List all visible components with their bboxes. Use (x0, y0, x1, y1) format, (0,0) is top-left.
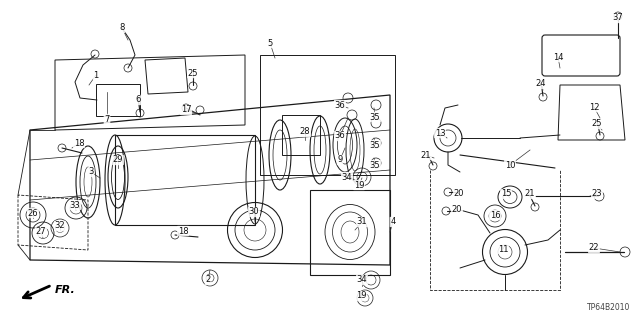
Text: 16: 16 (490, 211, 500, 219)
Text: 22: 22 (589, 243, 599, 253)
Text: 34: 34 (342, 173, 352, 182)
Text: 15: 15 (500, 189, 511, 198)
Text: 25: 25 (592, 120, 602, 129)
Text: 23: 23 (592, 189, 602, 198)
Text: 5: 5 (268, 39, 273, 48)
Text: 20: 20 (452, 205, 462, 214)
Text: 36: 36 (335, 100, 346, 109)
Text: 14: 14 (553, 53, 563, 62)
Text: 10: 10 (505, 160, 515, 169)
Text: 24: 24 (536, 79, 547, 88)
Text: 20: 20 (454, 189, 464, 197)
Text: 21: 21 (420, 151, 431, 160)
Text: TP64B2010: TP64B2010 (587, 303, 630, 312)
Text: 11: 11 (498, 244, 508, 254)
Text: 36: 36 (335, 131, 346, 140)
Text: 33: 33 (70, 201, 81, 210)
Text: FR.: FR. (55, 285, 76, 295)
Text: 29: 29 (113, 155, 124, 165)
Text: 1: 1 (93, 70, 99, 79)
Text: 12: 12 (589, 102, 599, 112)
Text: 35: 35 (370, 140, 380, 150)
Text: 18: 18 (178, 226, 188, 235)
Text: 37: 37 (612, 13, 623, 23)
Text: 9: 9 (337, 155, 342, 165)
Text: 19: 19 (354, 181, 364, 189)
Text: 19: 19 (356, 292, 366, 300)
Text: 30: 30 (249, 207, 259, 217)
Text: 35: 35 (370, 160, 380, 169)
Text: 3: 3 (88, 167, 93, 176)
Text: 6: 6 (135, 95, 141, 105)
Text: 7: 7 (104, 115, 109, 123)
Text: 8: 8 (119, 24, 125, 33)
Text: 4: 4 (390, 218, 396, 226)
Text: 2: 2 (205, 276, 211, 285)
Text: 34: 34 (356, 276, 367, 285)
Text: 26: 26 (28, 209, 38, 218)
Text: 27: 27 (36, 227, 46, 236)
Text: 28: 28 (300, 128, 310, 137)
Text: 21: 21 (525, 189, 535, 198)
Text: 32: 32 (54, 221, 65, 231)
Text: 18: 18 (74, 138, 84, 147)
Text: 35: 35 (370, 113, 380, 122)
Text: 17: 17 (180, 106, 191, 115)
Text: 13: 13 (435, 129, 445, 137)
Text: 31: 31 (356, 218, 367, 226)
Text: 25: 25 (188, 69, 198, 78)
